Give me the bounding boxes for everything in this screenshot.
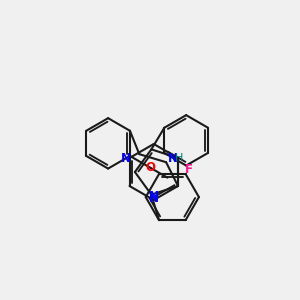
Text: N: N (149, 191, 159, 205)
Text: N: N (121, 152, 130, 164)
Text: N: N (149, 190, 159, 203)
Text: N: N (168, 152, 178, 165)
Text: F: F (184, 163, 192, 176)
Text: H: H (175, 153, 184, 163)
Text: O: O (146, 161, 155, 174)
